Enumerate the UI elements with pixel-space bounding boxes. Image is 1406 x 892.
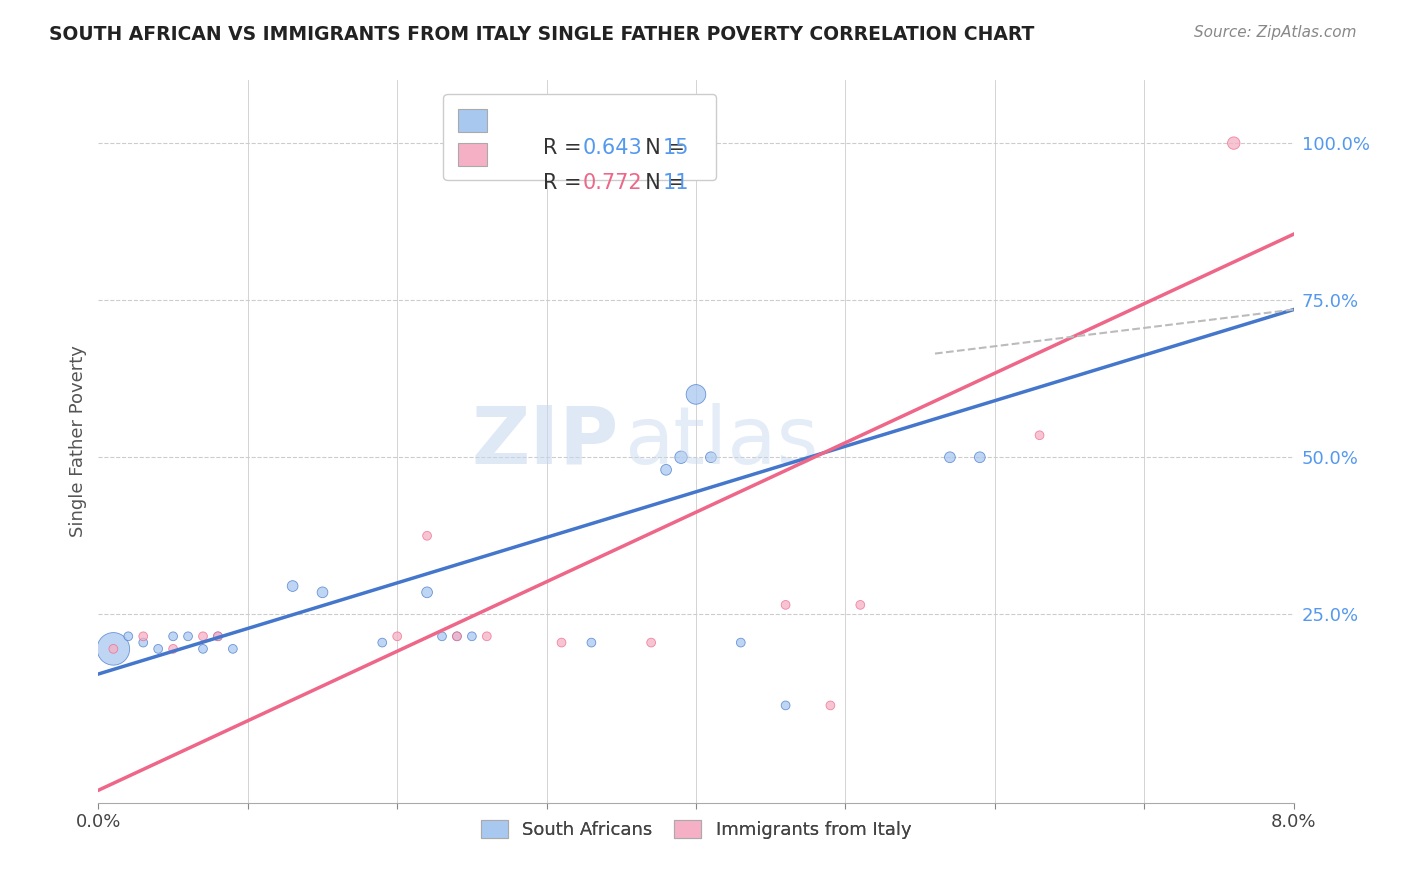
Text: Source: ZipAtlas.com: Source: ZipAtlas.com	[1194, 25, 1357, 40]
Point	[371, 635, 394, 649]
Point	[969, 450, 991, 465]
Point	[385, 629, 409, 643]
Point	[820, 698, 842, 713]
Point	[311, 585, 333, 599]
Point	[775, 598, 797, 612]
Point	[939, 450, 962, 465]
Text: atlas: atlas	[624, 402, 818, 481]
Point	[581, 635, 603, 649]
Text: 0.643: 0.643	[582, 138, 643, 159]
Point	[132, 629, 155, 643]
Text: N =: N =	[631, 173, 692, 193]
Text: R =: R =	[543, 138, 589, 159]
Y-axis label: Single Father Poverty: Single Father Poverty	[69, 345, 87, 538]
Point	[1028, 428, 1050, 442]
Point	[730, 635, 752, 649]
Text: SOUTH AFRICAN VS IMMIGRANTS FROM ITALY SINGLE FATHER POVERTY CORRELATION CHART: SOUTH AFRICAN VS IMMIGRANTS FROM ITALY S…	[49, 25, 1035, 44]
Point	[685, 387, 707, 401]
Point	[416, 529, 439, 543]
Point	[191, 629, 214, 643]
Point	[281, 579, 304, 593]
Point	[775, 698, 797, 713]
Point	[148, 641, 170, 656]
Text: N =: N =	[631, 138, 692, 159]
Point	[640, 635, 662, 649]
Point	[655, 463, 678, 477]
Point	[416, 585, 439, 599]
Legend: South Africans, Immigrants from Italy: South Africans, Immigrants from Italy	[471, 811, 921, 848]
Point	[446, 629, 468, 643]
Point	[475, 629, 498, 643]
Point	[103, 641, 125, 656]
Point	[446, 629, 468, 643]
Point	[207, 629, 229, 643]
Point	[461, 629, 484, 643]
Point	[103, 641, 125, 656]
Point	[849, 598, 872, 612]
Point	[132, 635, 155, 649]
Point	[700, 450, 723, 465]
Text: 15: 15	[662, 138, 689, 159]
Point	[191, 641, 214, 656]
Point	[177, 629, 200, 643]
Point	[1223, 136, 1246, 150]
Text: 0.772: 0.772	[582, 173, 643, 193]
Point	[430, 629, 453, 643]
Text: ZIP: ZIP	[471, 402, 619, 481]
Point	[162, 641, 184, 656]
Point	[207, 629, 229, 643]
Text: 11: 11	[662, 173, 689, 193]
Point	[117, 629, 139, 643]
Point	[162, 629, 184, 643]
Point	[669, 450, 692, 465]
Text: R =: R =	[543, 173, 589, 193]
Point	[222, 641, 245, 656]
Point	[550, 635, 572, 649]
